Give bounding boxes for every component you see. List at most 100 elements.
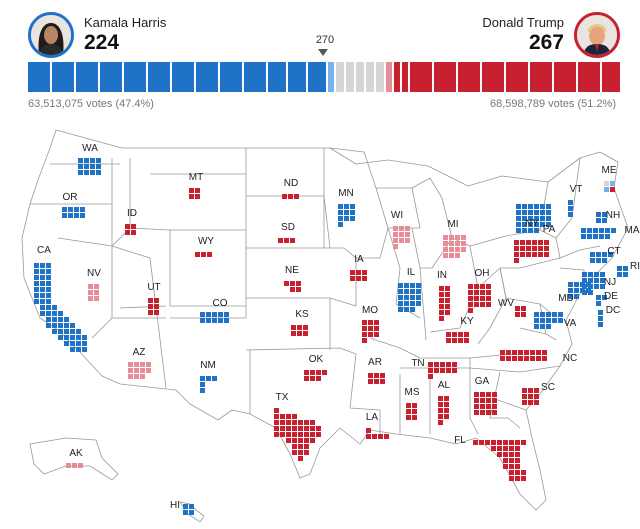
state-nh xyxy=(596,212,607,223)
ev-tile xyxy=(316,432,321,437)
ev-tile xyxy=(292,450,297,455)
ev-tile xyxy=(310,420,315,425)
state-ne xyxy=(284,281,301,292)
ev-tile xyxy=(546,318,551,323)
ev-tile xyxy=(88,296,93,301)
ev-tile xyxy=(140,368,145,373)
ev-tile xyxy=(509,464,514,469)
ev-tile xyxy=(464,338,469,343)
ev-tile xyxy=(200,312,205,317)
ev-tile xyxy=(286,432,291,437)
ev-tile xyxy=(594,284,599,289)
ev-tile xyxy=(602,218,607,223)
ev-tile xyxy=(458,332,463,337)
ev-tile xyxy=(292,444,297,449)
ev-tile xyxy=(486,302,491,307)
ev-tile xyxy=(207,252,212,257)
ev-tile xyxy=(154,310,159,315)
ev-tile xyxy=(78,170,83,175)
ev-tile xyxy=(540,204,545,209)
ev-tile xyxy=(384,434,389,439)
ev-tile xyxy=(416,301,421,306)
ev-tile xyxy=(40,287,45,292)
ev-tile xyxy=(434,362,439,367)
ev-tile xyxy=(78,164,83,169)
ev-tile xyxy=(374,379,379,384)
state-label: VT xyxy=(570,184,583,195)
bar-segment xyxy=(124,62,146,92)
ev-tile xyxy=(362,270,367,275)
ev-tile xyxy=(534,318,539,323)
ev-tile xyxy=(439,292,444,297)
harris-electoral-votes: 224 xyxy=(84,31,120,54)
ev-tile xyxy=(521,306,526,311)
ev-tile xyxy=(558,312,563,317)
ev-tile xyxy=(602,212,607,217)
ev-tile xyxy=(154,298,159,303)
bar-segment xyxy=(244,62,266,92)
ev-tile xyxy=(297,325,302,330)
ev-tile xyxy=(580,288,585,293)
candidate-portrait-icon xyxy=(577,15,617,55)
ev-tile xyxy=(212,376,217,381)
ev-tile xyxy=(338,210,343,215)
ev-tile xyxy=(146,362,151,367)
ev-tile xyxy=(218,318,223,323)
ev-tile xyxy=(534,216,539,221)
bar-segment xyxy=(482,62,504,92)
ev-tile xyxy=(474,290,479,295)
state-ok xyxy=(304,370,327,381)
ev-tile xyxy=(131,224,136,229)
ev-tile xyxy=(524,350,529,355)
state-label: GA xyxy=(475,376,490,387)
ev-tile xyxy=(480,392,485,397)
state-label: SC xyxy=(541,382,555,393)
ev-tile xyxy=(344,216,349,221)
ev-tile xyxy=(515,458,520,463)
ev-tile xyxy=(46,323,51,328)
state-il xyxy=(398,283,421,312)
state-ia xyxy=(350,270,367,281)
ev-tile xyxy=(200,318,205,323)
ev-tile xyxy=(58,323,63,328)
ev-tile xyxy=(368,320,373,325)
ev-tile xyxy=(518,356,523,361)
state-al xyxy=(438,396,449,425)
ev-tile xyxy=(46,317,51,322)
ev-tile xyxy=(546,210,551,215)
ev-tile xyxy=(528,388,533,393)
ev-tile xyxy=(405,238,410,243)
ev-tile xyxy=(290,287,295,292)
ev-tile xyxy=(356,270,361,275)
ev-tile xyxy=(183,504,188,509)
state-label: NV xyxy=(87,268,101,279)
ev-tile xyxy=(528,216,533,221)
ev-tile xyxy=(602,252,607,257)
ev-tile xyxy=(280,426,285,431)
ev-tile xyxy=(580,282,585,287)
ev-tile xyxy=(610,181,615,186)
ev-tile xyxy=(509,446,514,451)
state-label: WI xyxy=(391,210,403,221)
ev-tile xyxy=(486,296,491,301)
ev-tile xyxy=(393,226,398,231)
ev-tile xyxy=(464,332,469,337)
ev-tile xyxy=(292,432,297,437)
ev-tile xyxy=(604,187,609,192)
ev-tile xyxy=(410,301,415,306)
ev-tile xyxy=(516,222,521,227)
ev-tile xyxy=(274,426,279,431)
ev-tile xyxy=(598,322,603,327)
ev-tile xyxy=(76,329,81,334)
ev-tile xyxy=(274,420,279,425)
ev-tile xyxy=(64,329,69,334)
state-la xyxy=(366,428,389,439)
ev-tile xyxy=(474,398,479,403)
ev-tile xyxy=(428,374,433,379)
ev-tile xyxy=(515,446,520,451)
ev-tile xyxy=(514,258,519,263)
ev-tile xyxy=(534,204,539,209)
ev-tile xyxy=(455,241,460,246)
ev-tile xyxy=(602,295,607,300)
ev-tile xyxy=(568,282,573,287)
